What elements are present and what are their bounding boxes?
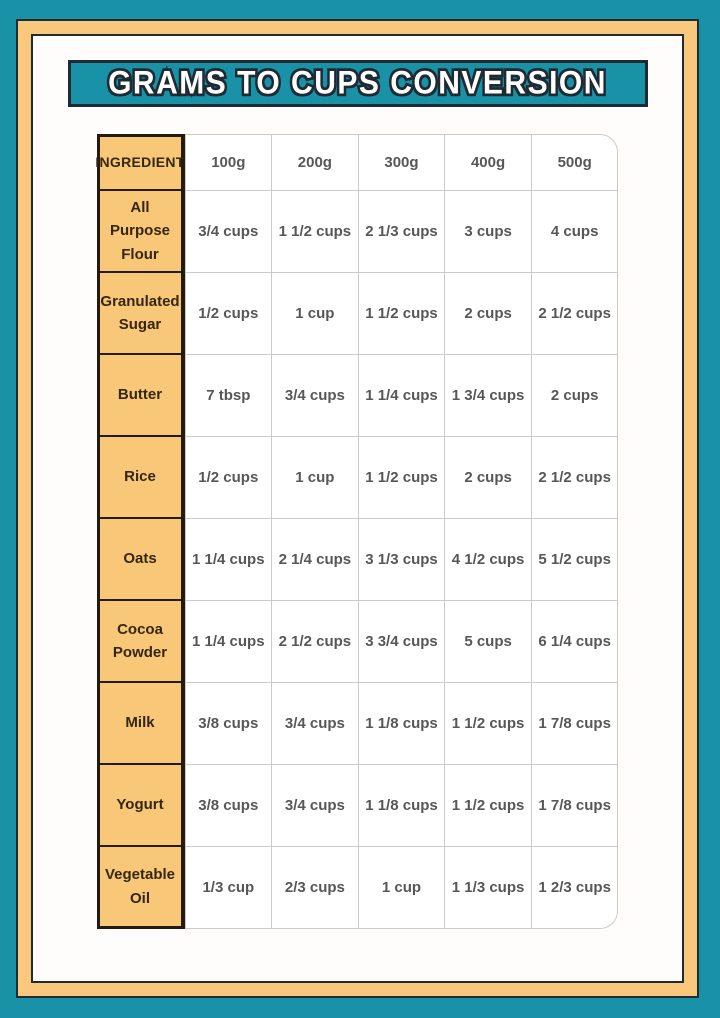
column-header-100g: 100g <box>184 134 273 191</box>
value-cell: 1 7/8 cups <box>531 765 619 847</box>
table-row-rice: Rice 1/2 cups 1 cup 1 1/2 cups 2 cups 2 … <box>96 437 619 519</box>
value-cell: 1 1/4 cups <box>184 519 273 601</box>
value-cell: 3 cups <box>445 191 532 273</box>
table-row-oats: Oats 1 1/4 cups 2 1/4 cups 3 1/3 cups 4 … <box>96 519 619 601</box>
value-cell: 1 1/2 cups <box>445 683 532 765</box>
value-cell: 1 cup <box>272 437 359 519</box>
ingredient-cell: Rice <box>96 437 185 519</box>
value-cell: 2 1/2 cups <box>531 273 619 355</box>
value-cell: 1 1/2 cups <box>445 765 532 847</box>
value-cell: 7 tbsp <box>184 355 273 437</box>
ingredient-cell: Milk <box>96 683 185 765</box>
value-cell: 3 3/4 cups <box>358 601 446 683</box>
value-cell: 4 cups <box>531 191 619 273</box>
ingredient-cell: Vegetable Oil <box>96 847 185 929</box>
value-cell: 6 1/4 cups <box>531 601 619 683</box>
value-cell: 3/4 cups <box>184 191 273 273</box>
table-row-cocoa: Cocoa Powder 1 1/4 cups 2 1/2 cups 3 3/4… <box>96 601 619 683</box>
ingredient-cell: Butter <box>96 355 185 437</box>
value-cell: 2 cups <box>445 437 532 519</box>
value-cell: 5 1/2 cups <box>531 519 619 601</box>
value-cell: 1 3/4 cups <box>445 355 532 437</box>
value-cell: 2 cups <box>531 355 619 437</box>
ingredient-cell: Cocoa Powder <box>96 601 185 683</box>
value-cell: 1/2 cups <box>184 437 273 519</box>
title-banner: GRAMS TO CUPS CONVERSION <box>67 60 648 107</box>
value-cell: 4 1/2 cups <box>445 519 532 601</box>
column-header-300g: 300g <box>358 134 446 191</box>
value-cell: 1 2/3 cups <box>531 847 619 929</box>
column-header-500g: 500g <box>531 134 619 191</box>
value-cell: 2/3 cups <box>272 847 359 929</box>
value-cell: 5 cups <box>445 601 532 683</box>
table-row-flour: All Purpose Flour 3/4 cups 1 1/2 cups 2 … <box>96 191 619 273</box>
value-cell: 1 1/8 cups <box>358 683 446 765</box>
value-cell: 1 cup <box>358 847 446 929</box>
table-row-sugar: Granulated Sugar 1/2 cups 1 cup 1 1/2 cu… <box>96 273 619 355</box>
value-cell: 2 1/3 cups <box>358 191 446 273</box>
value-cell: 1 7/8 cups <box>531 683 619 765</box>
value-cell: 1 1/3 cups <box>445 847 532 929</box>
value-cell: 1 1/2 cups <box>358 437 446 519</box>
value-cell: 3/8 cups <box>184 765 273 847</box>
value-cell: 3/4 cups <box>272 683 359 765</box>
conversion-table: INGREDIENT 100g 200g 300g 400g 500g All … <box>95 134 619 929</box>
column-header-400g: 400g <box>445 134 532 191</box>
value-cell: 3/4 cups <box>272 765 359 847</box>
column-header-200g: 200g <box>272 134 359 191</box>
value-cell: 3/8 cups <box>184 683 273 765</box>
page: GRAMS TO CUPS CONVERSION INGREDIENT 100g… <box>31 34 684 983</box>
value-cell: 1 1/4 cups <box>184 601 273 683</box>
value-cell: 3 1/3 cups <box>358 519 446 601</box>
value-cell: 1/2 cups <box>184 273 273 355</box>
value-cell: 2 1/4 cups <box>272 519 359 601</box>
value-cell: 1 1/8 cups <box>358 765 446 847</box>
ingredient-cell: Oats <box>96 519 185 601</box>
value-cell: 1 1/4 cups <box>358 355 446 437</box>
value-cell: 1 1/2 cups <box>358 273 446 355</box>
table-row-yogurt: Yogurt 3/8 cups 3/4 cups 1 1/8 cups 1 1/… <box>96 765 619 847</box>
page-title: GRAMS TO CUPS CONVERSION <box>106 62 608 103</box>
ingredient-header-cell: INGREDIENT <box>95 134 185 191</box>
value-cell: 1 cup <box>272 273 359 355</box>
value-cell: 1/3 cup <box>184 847 273 929</box>
value-cell: 1 1/2 cups <box>272 191 359 273</box>
value-cell: 3/4 cups <box>272 355 359 437</box>
ingredient-cell: Yogurt <box>96 765 185 847</box>
value-cell: 2 1/2 cups <box>272 601 359 683</box>
ingredient-cell: All Purpose Flour <box>96 191 185 273</box>
table-row-milk: Milk 3/8 cups 3/4 cups 1 1/8 cups 1 1/2 … <box>96 683 619 765</box>
table-header-row: INGREDIENT 100g 200g 300g 400g 500g <box>95 134 619 191</box>
orange-frame: GRAMS TO CUPS CONVERSION INGREDIENT 100g… <box>16 19 699 998</box>
value-cell: 2 1/2 cups <box>531 437 619 519</box>
ingredient-cell: Granulated Sugar <box>96 273 185 355</box>
value-cell: 2 cups <box>445 273 532 355</box>
table-row-vegetable-oil: Vegetable Oil 1/3 cup 2/3 cups 1 cup 1 1… <box>96 847 619 929</box>
table-row-butter: Butter 7 tbsp 3/4 cups 1 1/4 cups 1 3/4 … <box>96 355 619 437</box>
